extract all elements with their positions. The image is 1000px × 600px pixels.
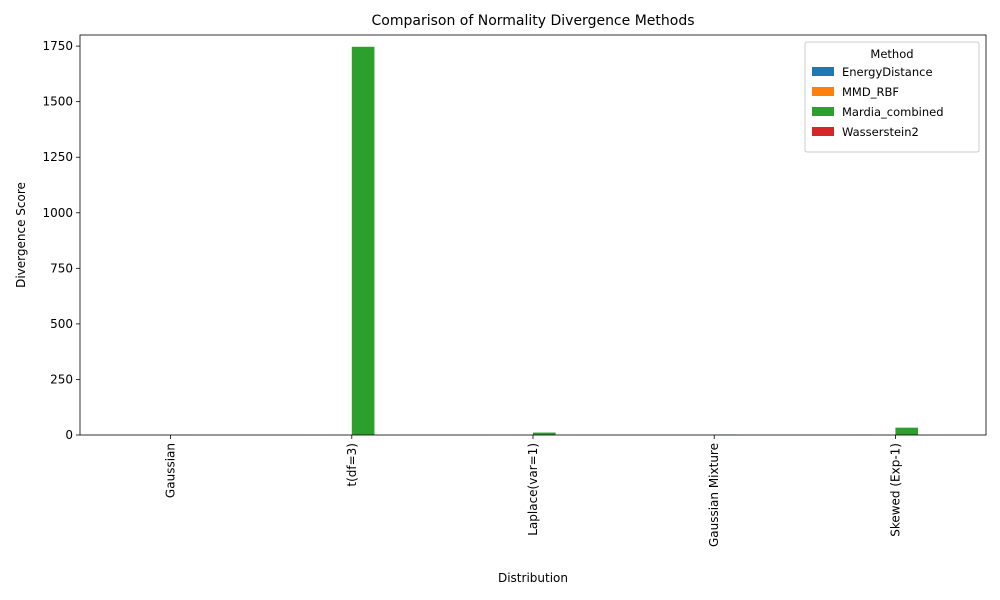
legend: Method EnergyDistance MMD_RBF Mardia_combi… — [804, 41, 980, 153]
legend-label-mardia-combined: Mardia_combined — [842, 105, 944, 119]
y-tick-label: 500 — [50, 317, 73, 331]
x-tick-label: Skewed (Exp-1) — [888, 443, 902, 537]
y-tick-label: 250 — [50, 372, 73, 386]
bar-mardia-combined-skewed-exp-1 — [895, 427, 919, 435]
y-tick-label: 750 — [50, 261, 73, 275]
y-tick-label: 1500 — [42, 95, 73, 109]
x-tick-label: Laplace(var=1) — [526, 443, 540, 536]
y-tick-label: 1000 — [42, 206, 73, 220]
legend-box — [804, 41, 980, 153]
bar-mardia-combined-laplace-var-1 — [533, 432, 556, 435]
x-tick-label: t(df=3) — [345, 443, 359, 487]
x-tick-label: Gaussian Mixture — [707, 443, 721, 547]
legend-swatch-mardia-combined — [812, 107, 834, 116]
y-axis: 0 250 500 750 1000 1250 1500 1750 — [42, 39, 80, 442]
x-axis-label: Distribution — [498, 571, 568, 585]
y-tick-label: 1750 — [42, 39, 73, 53]
x-tick-label: Gaussian — [164, 443, 178, 498]
legend-swatch-energydistance — [812, 67, 834, 76]
bar-mardia-combined-t-df-3 — [351, 46, 375, 436]
plot-frame — [79, 34, 987, 436]
legend-swatch-wasserstein2 — [812, 127, 834, 136]
legend-title: Method — [870, 47, 913, 61]
y-tick-label: 0 — [65, 428, 73, 442]
legend-label-mmd-rbf: MMD_RBF — [842, 85, 899, 99]
y-axis-label: Divergence Score — [14, 182, 28, 288]
legend-swatch-mmd-rbf — [812, 87, 834, 96]
y-tick-label: 1250 — [42, 150, 73, 164]
chart-title: Comparison of Normality Divergence Metho… — [372, 13, 695, 29]
legend-label-energydistance: EnergyDistance — [842, 65, 933, 79]
legend-label-wasserstein2: Wasserstein2 — [842, 125, 919, 139]
x-axis: Gaussian t(df=3) Laplace(var=1) Gaussian Mi… — [164, 435, 902, 547]
